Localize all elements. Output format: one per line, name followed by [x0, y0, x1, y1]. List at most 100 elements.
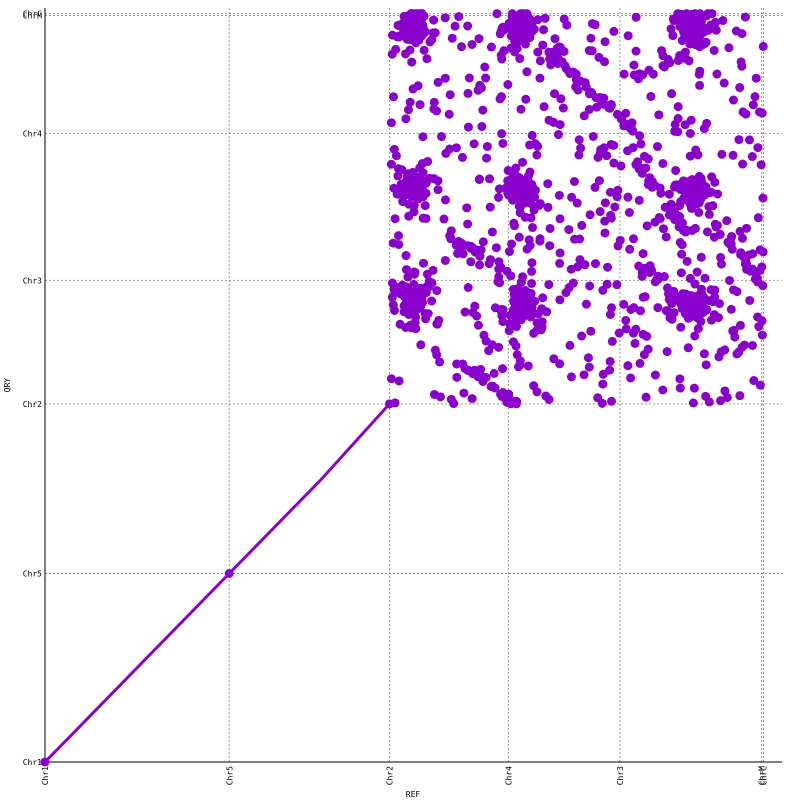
data-point — [475, 260, 485, 270]
data-point — [602, 279, 612, 289]
data-point — [393, 171, 403, 181]
data-point — [403, 304, 413, 314]
data-point — [440, 73, 450, 83]
data-point — [573, 77, 583, 87]
data-point — [394, 376, 404, 386]
data-point — [720, 386, 730, 396]
y-tick-label: ChrM — [23, 12, 42, 21]
data-point — [422, 269, 432, 279]
data-point — [750, 274, 760, 284]
data-point — [704, 397, 714, 407]
data-point — [758, 41, 768, 51]
data-point — [439, 214, 449, 224]
data-point — [418, 132, 428, 142]
diagonal-line — [43, 402, 391, 764]
data-point — [717, 149, 727, 159]
data-point — [420, 201, 430, 211]
data-point — [583, 353, 593, 363]
data-point — [489, 368, 499, 378]
data-point — [682, 9, 692, 19]
data-point — [485, 255, 495, 265]
data-point — [737, 29, 747, 39]
data-point — [574, 135, 584, 145]
data-point — [566, 264, 576, 274]
data-point — [627, 118, 637, 128]
data-point — [690, 40, 700, 50]
data-point — [418, 258, 428, 268]
data-point — [467, 40, 477, 50]
scatter-series — [386, 9, 768, 409]
data-point — [727, 232, 737, 242]
data-point — [579, 370, 589, 380]
data-point — [545, 223, 555, 233]
data-point — [457, 152, 467, 162]
data-point — [564, 225, 574, 235]
data-point — [689, 383, 699, 393]
data-point — [754, 322, 764, 332]
data-point — [433, 185, 443, 195]
data-point — [555, 248, 565, 258]
data-point — [418, 213, 428, 223]
data-point — [401, 49, 411, 59]
data-point — [619, 299, 629, 309]
data-point — [409, 207, 419, 217]
data-point — [580, 78, 590, 88]
data-point — [585, 210, 595, 220]
data-point — [703, 25, 713, 35]
data-point — [453, 248, 463, 258]
data-point — [661, 232, 671, 242]
data-point — [388, 300, 398, 310]
data-point — [697, 40, 707, 50]
data-point — [590, 182, 600, 192]
data-point — [396, 179, 406, 189]
data-point — [605, 365, 615, 375]
data-point — [499, 46, 509, 56]
data-point — [636, 139, 646, 149]
data-point — [702, 227, 712, 237]
data-point — [757, 330, 767, 340]
data-point — [400, 190, 410, 200]
data-point — [600, 37, 610, 47]
data-point — [580, 260, 590, 270]
data-point — [641, 392, 651, 402]
data-point — [445, 144, 455, 154]
data-point — [704, 202, 714, 212]
data-point — [464, 73, 474, 83]
data-point — [628, 126, 638, 136]
data-point — [556, 94, 566, 104]
data-point — [719, 78, 729, 88]
y-tick-label: ChrC — [23, 10, 42, 19]
diagonal-point — [224, 569, 234, 578]
data-point — [666, 199, 676, 209]
data-point — [447, 33, 457, 43]
data-point — [433, 77, 443, 87]
data-point — [530, 185, 540, 195]
data-point — [557, 57, 567, 67]
data-point — [486, 42, 496, 52]
data-point — [691, 145, 701, 155]
data-point — [388, 92, 398, 102]
data-point — [658, 158, 668, 168]
data-point — [695, 66, 705, 76]
data-point — [437, 132, 447, 142]
data-point — [498, 317, 508, 327]
data-point — [680, 120, 690, 130]
data-point — [498, 364, 508, 374]
data-point — [722, 216, 732, 226]
data-point — [690, 331, 700, 341]
data-point — [646, 91, 656, 101]
data-point — [588, 131, 598, 141]
axes — [44, 8, 782, 763]
data-point — [572, 198, 582, 208]
data-point — [587, 46, 597, 56]
data-point — [402, 265, 412, 275]
data-point — [386, 374, 396, 384]
data-point — [509, 290, 519, 300]
data-point — [688, 398, 698, 408]
data-point — [515, 54, 525, 64]
data-point — [406, 35, 416, 45]
data-point — [605, 187, 615, 197]
data-point — [747, 152, 757, 162]
data-point — [729, 325, 739, 335]
